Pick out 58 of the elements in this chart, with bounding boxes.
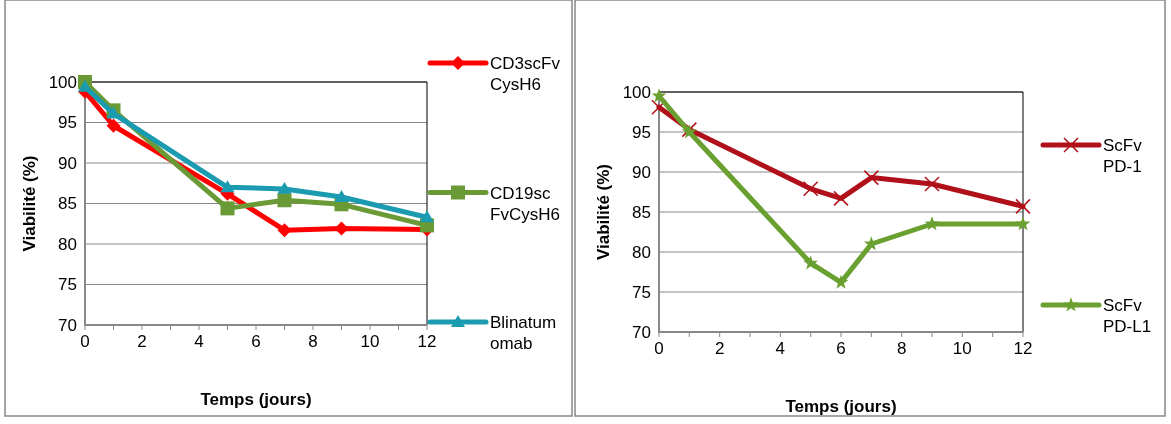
y-tick-label: 85 <box>632 202 651 222</box>
x-tick-label: 2 <box>137 332 147 351</box>
point <box>651 99 667 115</box>
y-tick-label: 90 <box>632 162 651 182</box>
point <box>420 210 434 223</box>
x-tick-label: 8 <box>308 332 318 351</box>
x-tick-label: 10 <box>360 332 380 351</box>
y-tick-label: 80 <box>632 242 651 262</box>
x-axis-title: Temps (jours) <box>200 390 312 409</box>
point <box>277 181 292 194</box>
y-tick-label: 100 <box>622 82 651 102</box>
point <box>1015 198 1031 215</box>
y-tick-label: 85 <box>58 194 77 214</box>
legend-label: ScFv PD-L1 <box>1103 296 1152 336</box>
x-tick-label: 0 <box>80 332 90 351</box>
y-tick-label: 75 <box>58 275 77 295</box>
y-tick-label: 95 <box>58 113 77 133</box>
point <box>78 79 92 92</box>
legend-label: CD3scFvCysH6 <box>490 54 561 94</box>
legend-label: Blinatumomab <box>490 313 557 353</box>
legend-label: ScFv PD-1 <box>1103 136 1143 176</box>
y-tick-label: 100 <box>48 72 77 92</box>
y-axis-title: Viabilité (%) <box>594 163 613 261</box>
x-tick-label: 2 <box>714 339 725 358</box>
point <box>277 193 292 208</box>
x-tick-label: 4 <box>775 339 786 358</box>
point <box>833 190 849 207</box>
legend-label: CD19scFvCysH6 <box>490 183 560 224</box>
point <box>220 180 235 193</box>
x-tick-label: 6 <box>251 332 261 351</box>
y-tick-label: 80 <box>58 234 77 254</box>
x-tick-label: 12 <box>1013 339 1033 358</box>
point <box>106 118 121 133</box>
point <box>833 274 849 289</box>
point <box>334 221 349 236</box>
point <box>1015 216 1031 231</box>
y-tick-label: 95 <box>632 122 651 142</box>
y-axis-title: Viabilité (%) <box>20 155 39 252</box>
x-tick-label: 0 <box>654 339 664 358</box>
point <box>651 88 667 103</box>
point <box>334 190 349 202</box>
x-axis-title: Temps (jours) <box>785 397 897 416</box>
point <box>803 255 818 270</box>
y-tick-label: 70 <box>632 322 651 342</box>
x-tick-label: 12 <box>417 332 437 351</box>
y-tick-label: 90 <box>58 153 77 173</box>
x-tick-label: 4 <box>194 332 204 351</box>
point <box>220 201 235 216</box>
y-tick-label: 70 <box>58 315 77 335</box>
point <box>802 181 819 197</box>
x-tick-label: 8 <box>896 339 907 358</box>
x-tick-label: 6 <box>836 339 846 358</box>
point <box>924 176 940 192</box>
y-tick-label: 75 <box>632 282 651 302</box>
point <box>863 169 880 186</box>
point <box>277 223 292 238</box>
point <box>924 216 940 231</box>
x-tick-label: 10 <box>952 339 972 358</box>
